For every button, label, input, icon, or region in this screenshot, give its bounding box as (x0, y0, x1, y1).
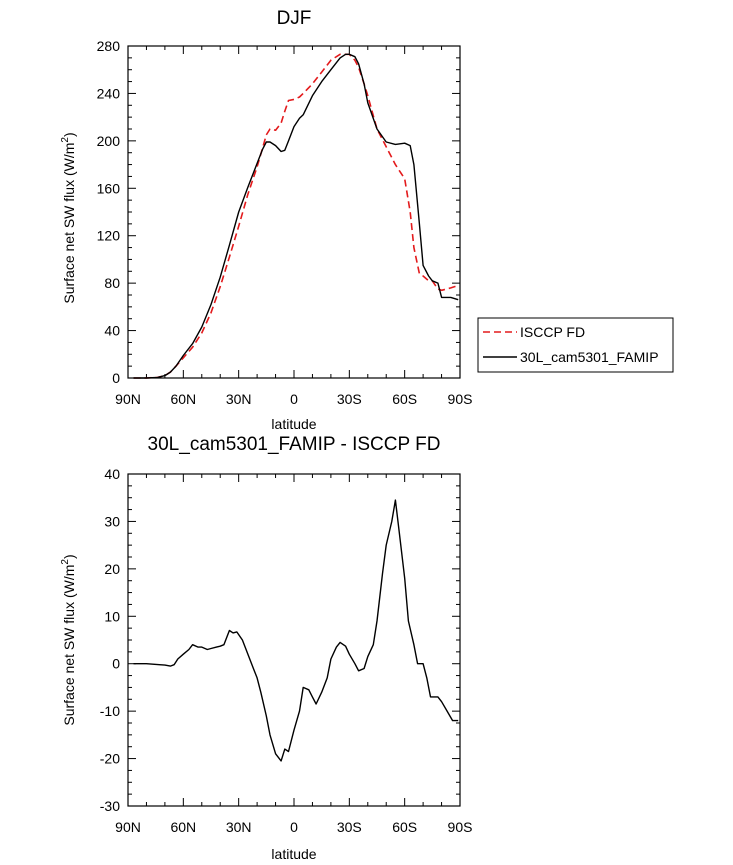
top-ylabel: Surface net SW flux (W/m2) (60, 132, 77, 303)
bottom-xtick-label: 0 (290, 819, 298, 835)
bottom-xtick-label: 60N (170, 819, 196, 835)
bottom-ytick-label: 20 (104, 561, 120, 577)
bottom-chart-title: 30L_cam5301_FAMIP - ISCCP FD (148, 434, 441, 455)
top-xtick-label: 90S (448, 391, 473, 407)
top-ytick-label: 200 (97, 133, 121, 149)
top-series-line-isccp (133, 53, 459, 379)
top-ytick-label: 40 (104, 323, 120, 339)
top-xtick-label: 90N (115, 391, 141, 407)
top-series-line-solid (133, 53, 459, 379)
top-axis-ticks: 90N 60N 30N 0 30S 60S 90S 0 40 80 120 160 200 240 280 (97, 38, 473, 407)
bottom-ytick-label: 0 (112, 656, 120, 672)
bottom-series-line-solid (133, 499, 459, 762)
top-series-lines (133, 53, 459, 379)
legend: ISCCP FD 30L_cam5301_FAMIP (477, 317, 674, 373)
top-xtick-label: 30N (226, 391, 252, 407)
top-ytick-label: 160 (97, 180, 121, 196)
bottom-xtick-label: 30S (337, 819, 362, 835)
bottom-ytick-label: -20 (100, 751, 120, 767)
top-xtick-label: 30S (337, 391, 362, 407)
legend-label-famip: 30L_cam5301_FAMIP (520, 349, 659, 365)
top-xtick-label: 60N (170, 391, 196, 407)
bottom-plot-frame (127, 473, 461, 807)
bottom-xlabel: latitude (271, 846, 316, 862)
top-ytick-label: 0 (112, 370, 120, 386)
legend-box (477, 317, 674, 373)
bottom-ytick-label: 10 (104, 608, 120, 624)
bottom-ylabel: Surface net SW flux (W/m2) (60, 554, 77, 725)
panel-top: DJF Surface net SW flux (W/m2) latitude … (60, 8, 472, 432)
bottom-axis-ticks: 90N 60N 30N 0 30S 60S 90S -30 -20 -10 0 10 20 30 40 (100, 466, 473, 835)
bottom-ytick-label: -30 (100, 798, 120, 814)
bottom-ylabel-text: Surface net SW flux (W/m2) (60, 554, 77, 725)
bottom-xtick-label: 60S (392, 819, 417, 835)
bottom-ytick-label: 30 (104, 513, 120, 529)
bottom-xtick-label: 30N (226, 819, 252, 835)
top-ytick-label: 80 (104, 275, 120, 291)
top-xlabel: latitude (271, 416, 316, 432)
top-ylabel-text: Surface net SW flux (W/m2) (60, 132, 77, 303)
bottom-xtick-label: 90S (448, 819, 473, 835)
bottom-ytick-label: 40 (104, 466, 120, 482)
bottom-ytick-label: -10 (100, 703, 120, 719)
top-xtick-label: 60S (392, 391, 417, 407)
legend-label-isccp: ISCCP FD (520, 324, 585, 340)
top-ytick-label: 240 (97, 85, 121, 101)
top-plot-frame (127, 45, 461, 379)
bottom-series-lines (133, 499, 459, 762)
top-xtick-label: 0 (290, 391, 298, 407)
bottom-xtick-label: 90N (115, 819, 141, 835)
panel-bottom: 30L_cam5301_FAMIP - ISCCP FD Surface net… (60, 434, 472, 862)
top-chart-title: DJF (277, 8, 312, 29)
top-ytick-label: 120 (97, 228, 121, 244)
top-ytick-label: 280 (97, 38, 121, 54)
